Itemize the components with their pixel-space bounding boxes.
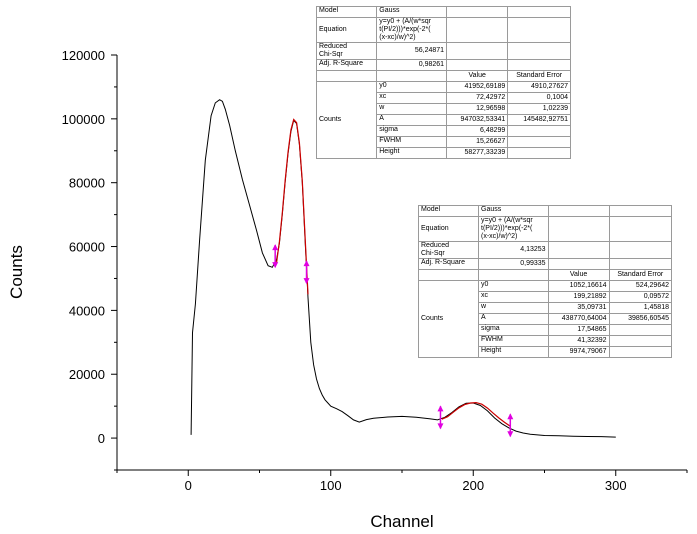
param-error (608, 324, 673, 337)
model-label: Model (417, 205, 480, 217)
series-line-fit (276, 118, 309, 295)
equation-label: Equation (315, 16, 378, 44)
param-value: 15,26627 (446, 136, 509, 149)
param-value: 41952,69189 (446, 81, 509, 94)
chi-label: Reduced Chi-Sqr (417, 241, 480, 260)
param-error: 145482,92751 (507, 114, 571, 127)
param-error: 1,45818 (608, 302, 673, 315)
r2-value: 0,99335 (478, 258, 549, 271)
param-error: 39856,60545 (608, 313, 673, 326)
fit-results-table-peak1: Model Gauss Equation y=y0 + (A/(w*sqr t(… (315, 6, 571, 160)
param-error (507, 125, 571, 138)
param-name: Height (376, 147, 448, 160)
param-value: 438770,64004 (547, 313, 610, 326)
chi-value: 4,13253 (478, 241, 549, 260)
param-name: y0 (376, 81, 448, 94)
r2-label: Adj. R-Square (315, 59, 378, 72)
model-label: Model (315, 6, 378, 18)
group-label: Counts (417, 280, 480, 359)
param-name: sigma (376, 125, 448, 138)
fit-range-marker[interactable] (303, 260, 310, 285)
param-error: 4910,27627 (507, 81, 571, 94)
r2-label: Adj. R-Square (417, 258, 480, 271)
y-tick-label: 40000 (69, 303, 105, 318)
fit-results-table-peak2: Model Gauss Equation y=y0 + (A/(w*sqr t(… (417, 205, 673, 359)
param-error: 524,29642 (608, 280, 673, 293)
param-name: A (376, 114, 448, 127)
equation-label: Equation (417, 215, 480, 243)
chi-value: 56,24871 (376, 42, 448, 61)
x-tick-label: 300 (605, 478, 627, 493)
x-tick-label: 200 (462, 478, 484, 493)
param-error (608, 346, 673, 359)
param-error (507, 147, 571, 160)
param-value: 72,42972 (446, 92, 509, 105)
param-value: 17,54865 (547, 324, 610, 337)
param-value: 947032,53341 (446, 114, 509, 127)
param-name: FWHM (478, 335, 549, 348)
y-tick-label: 100000 (62, 112, 105, 127)
x-tick-label: 0 (185, 478, 192, 493)
param-value: 199,21892 (547, 291, 610, 304)
series-line-data (190, 99, 616, 438)
param-error: 0,09572 (608, 291, 673, 304)
param-value: 1052,16614 (547, 280, 610, 293)
param-name: Height (478, 346, 549, 359)
y-tick-label: 120000 (62, 48, 105, 63)
param-error (608, 335, 673, 348)
y-tick-label: 0 (98, 431, 105, 446)
param-name: FWHM (376, 136, 448, 149)
model-value: Gauss (478, 205, 549, 217)
param-name: w (376, 103, 448, 116)
x-axis-label: Channel (370, 512, 433, 531)
param-name: A (478, 313, 549, 326)
param-value: 6,48299 (446, 125, 509, 138)
y-tick-label: 80000 (69, 176, 105, 191)
equation-value: y=y0 + (A/(w*sqr t(PI/2)))*exp(-2*( (x-x… (478, 215, 549, 243)
error-column-header: Standard Error (507, 70, 571, 83)
series-line-fit (441, 401, 511, 427)
chi-label: Reduced Chi-Sqr (315, 42, 378, 61)
value-column-header: Value (547, 269, 610, 282)
group-label: Counts (315, 81, 378, 160)
fit-range-marker[interactable] (437, 405, 444, 430)
param-error (507, 136, 571, 149)
y-axis-label: Counts (7, 245, 26, 299)
error-column-header: Standard Error (608, 269, 673, 282)
fit-range-marker[interactable] (272, 244, 279, 269)
y-tick-label: 20000 (69, 367, 105, 382)
fit-range-marker[interactable] (507, 413, 514, 438)
equation-value: y=y0 + (A/(w*sqr t(PI/2)))*exp(-2*( (x-x… (376, 16, 448, 44)
param-name: sigma (478, 324, 549, 337)
param-value: 12,96598 (446, 103, 509, 116)
x-tick-label: 100 (320, 478, 342, 493)
param-name: xc (478, 291, 549, 304)
param-name: xc (376, 92, 448, 105)
model-value: Gauss (376, 6, 448, 18)
param-value: 35,09731 (547, 302, 610, 315)
param-value: 9974,79067 (547, 346, 610, 359)
param-value: 58277,33239 (446, 147, 509, 160)
r2-value: 0,98261 (376, 59, 448, 72)
param-error: 1,02239 (507, 103, 571, 116)
param-name: w (478, 302, 549, 315)
param-name: y0 (478, 280, 549, 293)
y-tick-label: 60000 (69, 240, 105, 255)
param-value: 41,32392 (547, 335, 610, 348)
param-error: 0,1004 (507, 92, 571, 105)
value-column-header: Value (446, 70, 509, 83)
